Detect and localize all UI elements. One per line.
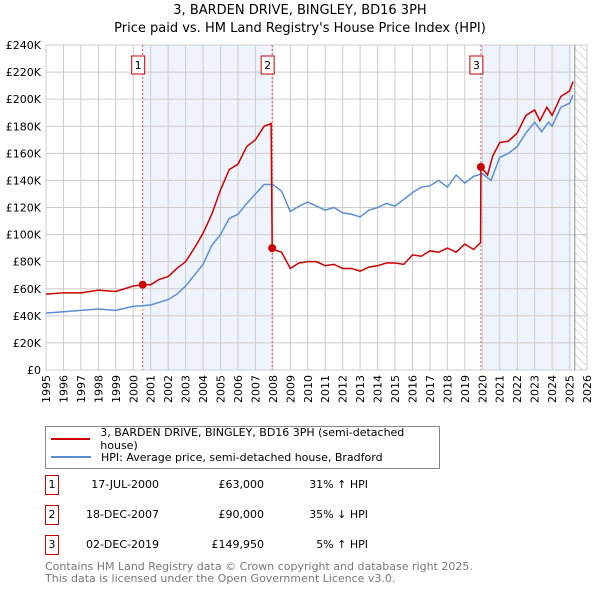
x-tick-label: 2026 [581, 375, 594, 403]
sale-point [138, 280, 147, 289]
transaction-hpi: 31% ↑ HPI [309, 478, 368, 491]
y-tick-label: £160K [6, 147, 42, 160]
transaction-date: 02-DEC-2019 [85, 538, 159, 551]
x-tick-label: 2010 [302, 375, 315, 403]
y-tick-label: £240K [6, 39, 42, 52]
x-tick-label: 2008 [267, 375, 280, 403]
transaction-date: 17-JUL-2000 [91, 478, 159, 491]
x-tick-label: 2012 [337, 375, 350, 403]
legend-line-blue [51, 456, 91, 458]
y-tick-label: £0 [27, 364, 41, 377]
x-tick-label: 2018 [441, 375, 454, 403]
x-tick-label: 2003 [180, 375, 193, 403]
legend-label: HPI: Average price, semi-detached house,… [101, 450, 383, 464]
marker-badge: 1 [45, 475, 59, 495]
marker-badge: 2 [45, 505, 59, 525]
x-tick-label: 2007 [249, 375, 262, 403]
chart-title: 3, BARDEN DRIVE, BINGLEY, BD16 3PH [173, 3, 427, 18]
footer-line: Contains HM Land Registry data © Crown c… [45, 560, 473, 573]
x-tick-label: 2002 [162, 375, 175, 403]
annotation-label: 3 [473, 59, 480, 72]
x-tick-label: 2004 [197, 375, 210, 403]
legend-line-red [51, 438, 91, 440]
transaction-row: 2 18-DEC-2007 £90,000 35% ↓ HPI [45, 505, 368, 525]
price-chart: 1995 1996 1997 1998 1999 2000 2001 2002 2003 2004… [6, 39, 594, 403]
x-tick-label: 2022 [511, 375, 524, 403]
annotation-label: 1 [135, 59, 142, 72]
x-tick-label: 1995 [40, 375, 53, 403]
x-tick-label: 2011 [319, 375, 332, 403]
transaction-price: £149,950 [211, 538, 265, 551]
legend-label: 3, BARDEN DRIVE, BINGLEY, BD16 3PH (semi… [100, 426, 405, 452]
x-tick-label: 2009 [284, 375, 297, 403]
annotation-box [469, 55, 484, 75]
x-tick-label: 2016 [406, 375, 419, 403]
legend-item-hpi: HPI: Average price, semi-detached house,… [51, 449, 383, 465]
y-tick-label: £120K [6, 202, 42, 215]
x-tick-label: 1999 [110, 375, 123, 403]
x-tick-label: 1998 [92, 375, 105, 403]
x-tick-label: 2025 [564, 375, 577, 403]
y-tick-label: £20K [13, 337, 42, 350]
footer-note: Contains HM Land Registry data © Crown c… [45, 561, 473, 585]
x-tick-label: 2024 [546, 375, 559, 403]
hpi-line [45, 94, 574, 314]
x-tick-label: 2000 [127, 375, 140, 403]
x-tick-label: 2006 [232, 375, 245, 403]
x-tick-label: 2013 [354, 375, 367, 403]
transaction-price: £90,000 [218, 508, 265, 521]
transaction-row: 3 02-DEC-2019 £149,950 5% ↑ HPI [45, 535, 368, 555]
legend: 3, BARDEN DRIVE, BINGLEY, BD16 3PH (semi… [45, 426, 440, 469]
x-tick-label: 2021 [494, 375, 507, 403]
transaction-hpi: 35% ↓ HPI [309, 508, 368, 521]
transaction-date: 18-DEC-2007 [85, 508, 159, 521]
y-tick-label: £140K [6, 174, 42, 187]
x-tick-label: 2019 [459, 375, 472, 403]
annotation-box [260, 55, 275, 75]
sale-point [476, 162, 485, 171]
x-tick-label: 1997 [75, 375, 88, 403]
transaction-price: £63,000 [218, 478, 265, 491]
y-tick-label: £180K [6, 120, 42, 133]
y-tick-label: £40K [13, 310, 42, 323]
legend-item-property: 3, BARDEN DRIVE, BINGLEY, BD16 3PH (semi… [51, 426, 439, 452]
y-tick-label: £80K [13, 256, 42, 269]
transaction-hpi: 5% ↑ HPI [316, 538, 368, 551]
property-price-line [45, 81, 574, 295]
marker-badge: 3 [45, 535, 59, 555]
x-tick-label: 2017 [424, 375, 437, 403]
x-tick-label: 1996 [57, 375, 70, 403]
x-tick-label: 2020 [476, 375, 489, 403]
y-tick-label: £60K [13, 283, 42, 296]
x-tick-label: 2014 [372, 375, 385, 403]
y-tick-label: £220K [6, 66, 42, 79]
chart-subtitle: Price paid vs. HM Land Registry's House … [114, 21, 486, 36]
annotation-box [131, 55, 146, 75]
x-tick-label: 2005 [215, 375, 228, 403]
annotation-label: 2 [264, 59, 271, 72]
x-tick-label: 2015 [389, 375, 402, 403]
x-tick-label: 2001 [145, 375, 158, 403]
y-tick-label: £200K [6, 93, 42, 106]
transaction-row: 1 17-JUL-2000 £63,000 31% ↑ HPI [45, 475, 368, 495]
x-tick-label: 2023 [529, 375, 542, 403]
footer-line: This data is licensed under the Open Gov… [45, 572, 396, 585]
y-tick-label: £100K [6, 229, 42, 242]
sale-point [268, 244, 277, 253]
